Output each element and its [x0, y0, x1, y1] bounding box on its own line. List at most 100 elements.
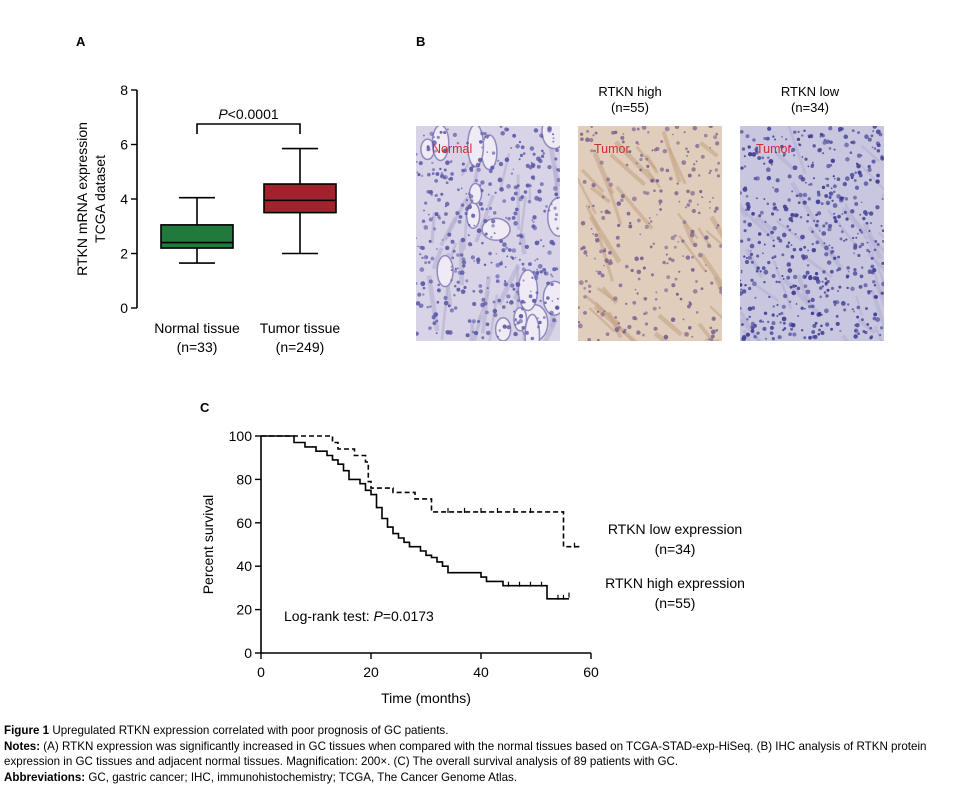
ihc-nucleus — [532, 270, 536, 274]
ihc-nucleus — [748, 315, 751, 318]
ihc-nucleus — [692, 289, 698, 294]
ihc-nucleus — [853, 334, 858, 339]
ihc-nucleus — [759, 270, 762, 273]
ihc-nucleus — [516, 184, 520, 188]
ihc-nucleus — [756, 254, 760, 258]
ihc-nucleus — [804, 307, 806, 310]
ihc-nucleus — [803, 284, 808, 288]
ihc-nucleus — [873, 147, 877, 150]
ihc-nucleus — [673, 245, 677, 249]
ihc-nucleus — [686, 203, 691, 207]
ihc-nucleus — [620, 198, 624, 203]
ihc-nucleus — [555, 148, 559, 152]
ihc-nucleus — [427, 172, 431, 177]
ihc-nucleus — [867, 211, 870, 214]
ihc-nucleus — [539, 299, 542, 303]
ihc-nucleus — [677, 240, 680, 243]
ihc-nucleus — [553, 206, 557, 210]
ihc-nucleus — [828, 195, 832, 199]
ihc-nucleus — [542, 268, 547, 272]
ihc-fiber — [682, 223, 696, 246]
ihc-nucleus — [485, 322, 490, 327]
ihc-nucleus — [520, 299, 525, 304]
ihc-nucleus — [822, 224, 826, 228]
ihc-nucleus — [691, 167, 696, 172]
ihc-nucleus — [833, 148, 836, 151]
ihc-nucleus — [803, 336, 807, 340]
ihc-nucleus — [600, 312, 605, 317]
ihc-nucleus — [817, 192, 821, 197]
ihc-nucleus — [535, 291, 539, 295]
ihc-nucleus — [539, 239, 543, 242]
ihc-nucleus — [775, 178, 780, 183]
ihc-fiber — [699, 253, 722, 289]
ihc-nucleus — [537, 189, 542, 194]
ihc-nucleus — [741, 323, 744, 326]
ihc-nucleus — [636, 330, 641, 335]
ihc-nucleus — [450, 278, 453, 282]
ihc-nucleus — [671, 283, 676, 288]
ihc-nucleus — [497, 177, 503, 183]
ihc-fiber — [661, 130, 682, 183]
ihc-nucleus — [418, 161, 423, 166]
ihc-fiber — [589, 185, 611, 204]
ihc-nucleus — [836, 269, 839, 272]
ihc-nucleus — [856, 153, 862, 158]
ihc-nucleus — [522, 152, 526, 155]
ihc-nucleus — [547, 128, 552, 133]
ihc-nucleus — [552, 133, 555, 136]
ihc-nucleus — [593, 257, 596, 260]
ihc-image-normal: Normal — [416, 126, 560, 341]
ihc-nucleus — [756, 266, 760, 270]
ihc-nucleus — [815, 223, 819, 228]
ihc-nucleus — [422, 286, 426, 290]
ihc-nucleus — [536, 268, 538, 271]
ihc-nucleus — [506, 255, 509, 258]
ihc-nucleus — [529, 290, 532, 293]
ihc-nucleus — [689, 232, 695, 238]
ihc-nucleus — [613, 296, 618, 301]
ihc-nucleus — [492, 300, 496, 304]
ihc-fiber — [860, 144, 881, 163]
figure-caption: Figure 1 Upregulated RTKN expression cor… — [4, 723, 956, 785]
ihc-fiber — [601, 286, 618, 305]
ihc-nucleus — [447, 128, 449, 131]
ihc-nucleus — [757, 240, 762, 245]
ihc-nucleus — [697, 252, 703, 258]
ihc-col-header-low-n: (n=34) — [791, 100, 829, 115]
ihc-nucleus — [763, 136, 767, 141]
ihc-nucleus — [763, 280, 766, 284]
ihc-nucleus — [653, 326, 658, 331]
ihc-nucleus — [521, 267, 526, 272]
ihc-nucleus — [473, 260, 476, 262]
ihc-nucleus — [856, 305, 861, 310]
ihc-fiber — [613, 140, 656, 184]
ihc-nucleus — [533, 178, 535, 181]
ihc-nucleus — [506, 184, 511, 189]
ihc-nucleus — [766, 233, 770, 237]
ihc-nucleus — [872, 130, 875, 132]
ihc-nucleus — [793, 130, 797, 134]
ihc-fiber — [516, 174, 521, 230]
ihc-nucleus — [498, 261, 503, 266]
ihc-nucleus — [693, 163, 696, 166]
ihc-nucleus — [521, 326, 525, 330]
ihc-nucleus — [851, 129, 855, 132]
ihc-nucleus — [650, 178, 655, 183]
ihc-nucleus — [617, 321, 620, 325]
ihc-nucleus — [509, 300, 514, 305]
ihc-nucleus — [786, 275, 791, 280]
ihc-nucleus — [525, 163, 530, 168]
ihc-nucleus — [637, 277, 641, 281]
ihc-nucleus — [481, 297, 486, 302]
ihc-nucleus — [788, 228, 792, 232]
ihc-nucleus — [417, 245, 419, 248]
ihc-nucleus — [552, 140, 555, 143]
ihc-nucleus — [556, 297, 559, 300]
ihc-fiber — [775, 151, 795, 171]
ihc-nucleus — [868, 211, 874, 216]
ihc-nucleus — [542, 316, 546, 319]
ihc-nucleus — [816, 312, 821, 317]
ihc-nucleus — [709, 146, 712, 149]
ihc-nucleus — [852, 236, 855, 240]
